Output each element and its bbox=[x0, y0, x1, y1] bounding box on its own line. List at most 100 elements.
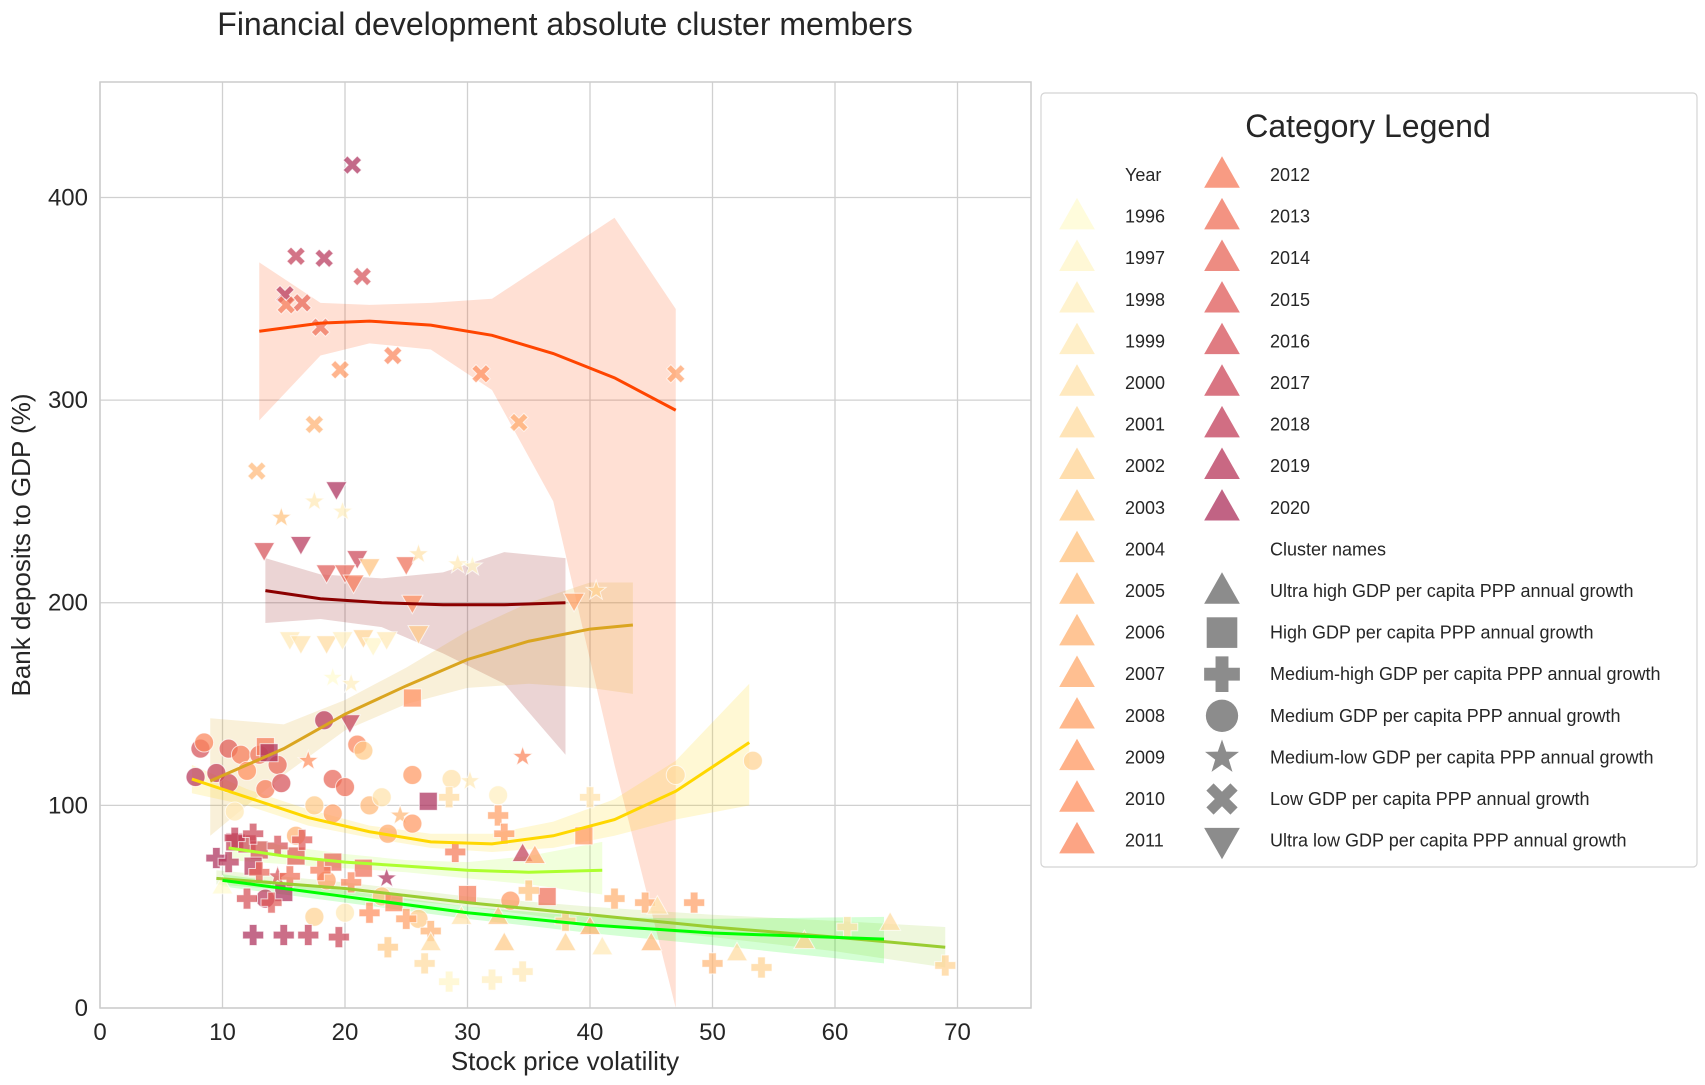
data-point bbox=[419, 931, 443, 952]
data-point bbox=[314, 248, 335, 269]
legend-cluster-marker bbox=[1206, 617, 1238, 648]
data-point bbox=[492, 931, 516, 952]
legend-year-marker bbox=[1204, 281, 1240, 313]
legend-cluster-label: Ultra low GDP per capita PPP annual grow… bbox=[1270, 831, 1627, 851]
chart-title: Financial development absolute cluster m… bbox=[217, 6, 912, 42]
data-point bbox=[584, 578, 608, 601]
data-point bbox=[325, 481, 348, 502]
data-point bbox=[271, 773, 292, 794]
legend-cluster-marker bbox=[1204, 656, 1240, 693]
legend-cluster-marker bbox=[1205, 699, 1239, 732]
legend-cluster-label: Medium-low GDP per capita PPP annual gro… bbox=[1270, 747, 1654, 767]
data-point bbox=[537, 887, 557, 907]
fit-line bbox=[228, 846, 603, 874]
data-point bbox=[260, 891, 283, 914]
legend-year-marker bbox=[1059, 738, 1095, 771]
y-tick-label: 300 bbox=[48, 387, 88, 414]
legend-cluster-label: Ultra high GDP per capita PPP annual gro… bbox=[1270, 581, 1634, 601]
data-point bbox=[194, 732, 215, 753]
data-points bbox=[185, 155, 957, 993]
data-point bbox=[331, 499, 354, 522]
legend-year-label: 2010 bbox=[1125, 789, 1165, 809]
data-point bbox=[278, 865, 301, 888]
data-point bbox=[371, 787, 392, 808]
y-tick-label: 400 bbox=[48, 184, 88, 211]
legend-cluster-label: Medium-high GDP per capita PPP annual gr… bbox=[1270, 664, 1661, 684]
legend-year-marker bbox=[1059, 821, 1095, 854]
y-axis-label: Bank deposits to GDP (%) bbox=[6, 394, 36, 697]
data-point bbox=[450, 904, 473, 925]
data-point bbox=[375, 866, 399, 889]
data-point bbox=[217, 851, 240, 874]
legend-title: Category Legend bbox=[1245, 108, 1491, 144]
data-point bbox=[289, 635, 313, 656]
data-point bbox=[934, 954, 957, 977]
data-point bbox=[276, 294, 297, 315]
y-tick-label: 0 bbox=[75, 995, 88, 1022]
x-tick-label: 60 bbox=[822, 1019, 849, 1046]
data-point bbox=[394, 556, 418, 577]
data-point bbox=[646, 894, 669, 915]
confidence-bands bbox=[191, 217, 946, 1008]
legend-year-marker bbox=[1059, 364, 1095, 396]
legend-year-marker bbox=[1204, 405, 1240, 438]
data-point bbox=[493, 822, 516, 845]
data-point bbox=[272, 924, 295, 947]
data-point bbox=[335, 777, 355, 798]
legend-year-label: 2019 bbox=[1270, 456, 1310, 476]
data-point bbox=[407, 625, 430, 646]
data-point bbox=[471, 363, 491, 384]
data-point bbox=[683, 891, 706, 914]
data-point bbox=[742, 750, 763, 771]
data-point bbox=[296, 748, 320, 771]
legend-year-marker bbox=[1204, 239, 1240, 271]
data-point bbox=[224, 801, 245, 822]
data-point bbox=[665, 764, 686, 785]
fit-lines bbox=[191, 319, 946, 949]
legend-year-label: 2020 bbox=[1270, 498, 1310, 518]
data-point bbox=[342, 574, 365, 595]
legend-year-label: 2018 bbox=[1270, 415, 1310, 435]
x-axis-label: Stock price volatility bbox=[451, 1046, 679, 1076]
x-tick-label: 40 bbox=[577, 1019, 604, 1046]
legend-year-label: 1999 bbox=[1125, 331, 1165, 351]
plot-frame bbox=[99, 81, 1032, 1009]
data-point bbox=[438, 970, 461, 993]
data-point bbox=[358, 558, 381, 579]
data-point bbox=[338, 714, 362, 735]
data-point bbox=[315, 635, 338, 656]
data-point bbox=[358, 901, 381, 924]
data-point bbox=[562, 592, 586, 613]
data-point bbox=[554, 909, 577, 932]
fit-line bbox=[209, 623, 634, 783]
grid bbox=[99, 82, 1031, 1009]
data-point bbox=[639, 931, 663, 952]
legend-year-label: 2002 bbox=[1125, 456, 1165, 476]
legend-year-marker bbox=[1204, 489, 1240, 521]
data-point bbox=[292, 292, 313, 313]
data-point bbox=[304, 795, 325, 816]
data-point bbox=[590, 935, 614, 956]
data-point bbox=[252, 542, 276, 563]
legend-year-marker bbox=[1059, 322, 1095, 355]
legend-year-marker bbox=[1204, 364, 1240, 396]
legend-entries: Year 1996 1997 1998 1999 2000 2001 2002 2003 2004… bbox=[1059, 156, 1661, 860]
data-point bbox=[402, 764, 423, 785]
y-tick-label: 100 bbox=[48, 792, 88, 819]
data-point bbox=[418, 791, 438, 811]
legend-cluster-label: High GDP per capita PPP annual growth bbox=[1270, 623, 1594, 643]
data-point bbox=[315, 564, 338, 585]
legend-year-label: 2000 bbox=[1125, 373, 1165, 393]
fit-line bbox=[222, 878, 885, 941]
data-point bbox=[438, 786, 461, 809]
data-point bbox=[291, 828, 314, 851]
data-point bbox=[517, 879, 540, 902]
data-point bbox=[603, 887, 626, 910]
x-tick-label: 70 bbox=[944, 1019, 971, 1046]
data-point bbox=[236, 887, 258, 910]
legend-year-label: 2014 bbox=[1270, 248, 1310, 268]
data-point bbox=[321, 665, 345, 688]
legend-year-marker bbox=[1059, 572, 1095, 604]
fit-line bbox=[191, 741, 751, 846]
